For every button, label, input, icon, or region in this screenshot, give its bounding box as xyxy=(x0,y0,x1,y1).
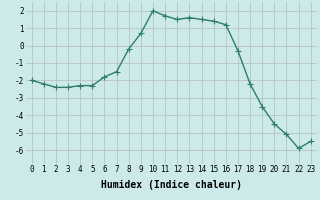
X-axis label: Humidex (Indice chaleur): Humidex (Indice chaleur) xyxy=(101,180,242,190)
